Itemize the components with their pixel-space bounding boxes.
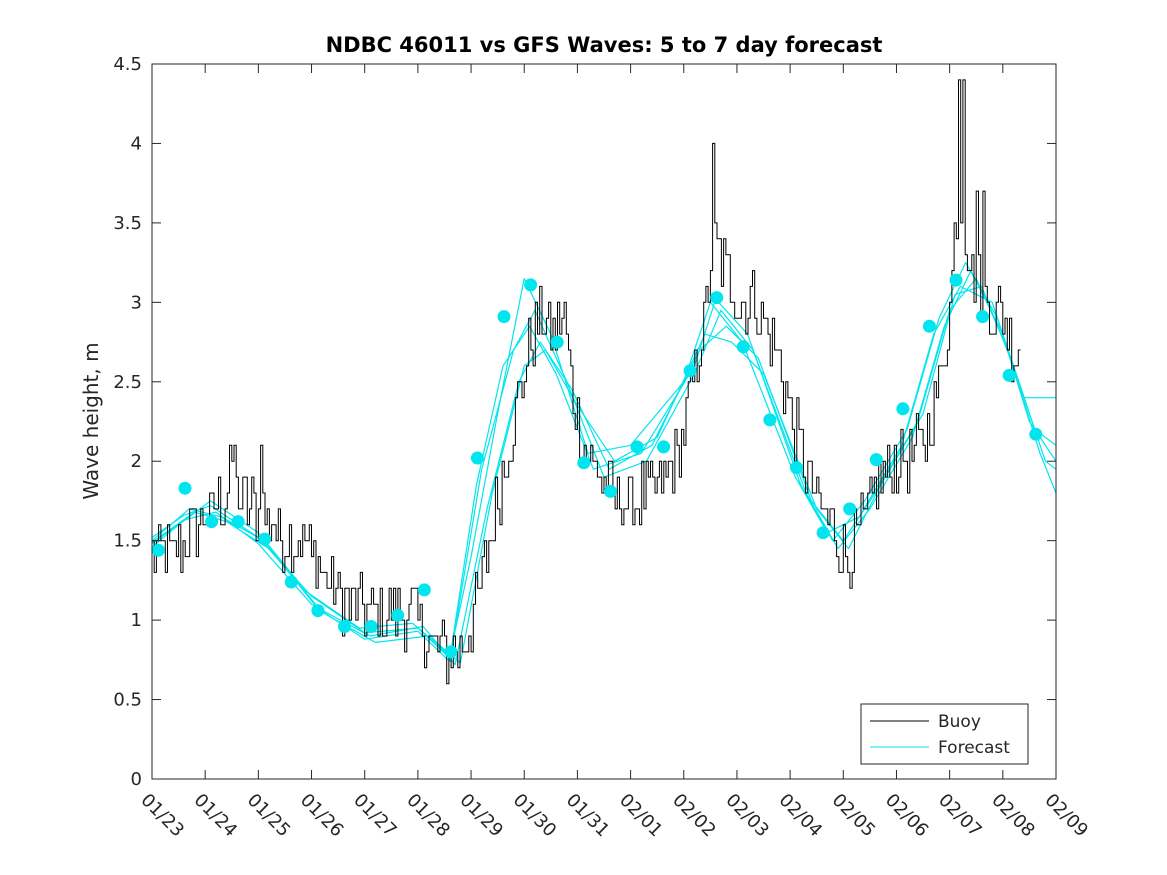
forecast-dot bbox=[630, 440, 644, 454]
forecast-dot bbox=[949, 273, 963, 287]
forecast-dot bbox=[364, 620, 378, 633]
y-tick-label: 3 bbox=[131, 292, 142, 313]
forecast-dot bbox=[550, 335, 564, 349]
y-tick-label: 2.5 bbox=[113, 372, 142, 393]
forecast-dot bbox=[790, 461, 803, 475]
y-tick-label: 1.5 bbox=[113, 531, 142, 552]
forecast-dots bbox=[151, 273, 1043, 659]
forecast-dot bbox=[311, 604, 325, 618]
forecast-dot bbox=[497, 310, 511, 324]
forecast-dot bbox=[444, 645, 458, 659]
forecast-dot bbox=[922, 319, 936, 333]
forecast-dot bbox=[869, 453, 883, 467]
forecast-dot bbox=[1029, 427, 1043, 441]
forecast-line bbox=[151, 277, 1056, 656]
y-tick-label: 4 bbox=[131, 133, 142, 154]
plot-frame bbox=[151, 63, 1057, 780]
forecast-dot bbox=[683, 364, 697, 378]
y-tick-label: 4.5 bbox=[113, 54, 142, 75]
forecast-dot bbox=[205, 515, 219, 529]
forecast-dot bbox=[470, 451, 484, 465]
forecast-dot bbox=[577, 456, 591, 470]
forecast-dot bbox=[231, 515, 245, 529]
y-tick-label: 3.5 bbox=[113, 213, 142, 234]
forecast-dot bbox=[1002, 368, 1016, 382]
legend-forecast-label: Forecast bbox=[938, 738, 1010, 758]
forecast-dot bbox=[603, 484, 617, 498]
forecast-dot bbox=[524, 278, 538, 292]
forecast-dot bbox=[417, 583, 431, 597]
forecast-line bbox=[151, 277, 1057, 666]
forecast-dot bbox=[338, 620, 351, 633]
forecast-dot bbox=[710, 291, 724, 305]
forecast-dot bbox=[391, 608, 405, 622]
legend: Buoy Forecast bbox=[860, 703, 1029, 765]
forecast-dot bbox=[843, 502, 857, 516]
legend-box bbox=[860, 703, 1029, 765]
forecast-dot bbox=[657, 440, 671, 454]
y-tick-label: 1 bbox=[131, 610, 142, 631]
y-tick-label: 0.5 bbox=[113, 690, 142, 711]
forecast-dot bbox=[284, 575, 298, 589]
forecast-dot bbox=[178, 481, 192, 495]
y-axis-label: Wave height, m bbox=[79, 342, 103, 499]
forecast-dot bbox=[763, 413, 777, 427]
legend-buoy-label: Buoy bbox=[938, 712, 981, 732]
plot-area bbox=[152, 64, 1056, 779]
forecast-dot bbox=[896, 402, 910, 416]
forecast-dot bbox=[816, 526, 830, 540]
forecast-dot bbox=[258, 532, 272, 546]
forecast-line bbox=[151, 262, 1057, 659]
y-tick-label: 2 bbox=[131, 451, 142, 472]
chart-title: NDBC 46011 vs GFS Waves: 5 to 7 day fore… bbox=[326, 33, 883, 57]
forecast-dot bbox=[976, 310, 990, 324]
forecast-dot bbox=[736, 340, 750, 354]
y-tick-label: 0 bbox=[131, 769, 142, 790]
forecast-dot bbox=[151, 543, 165, 557]
